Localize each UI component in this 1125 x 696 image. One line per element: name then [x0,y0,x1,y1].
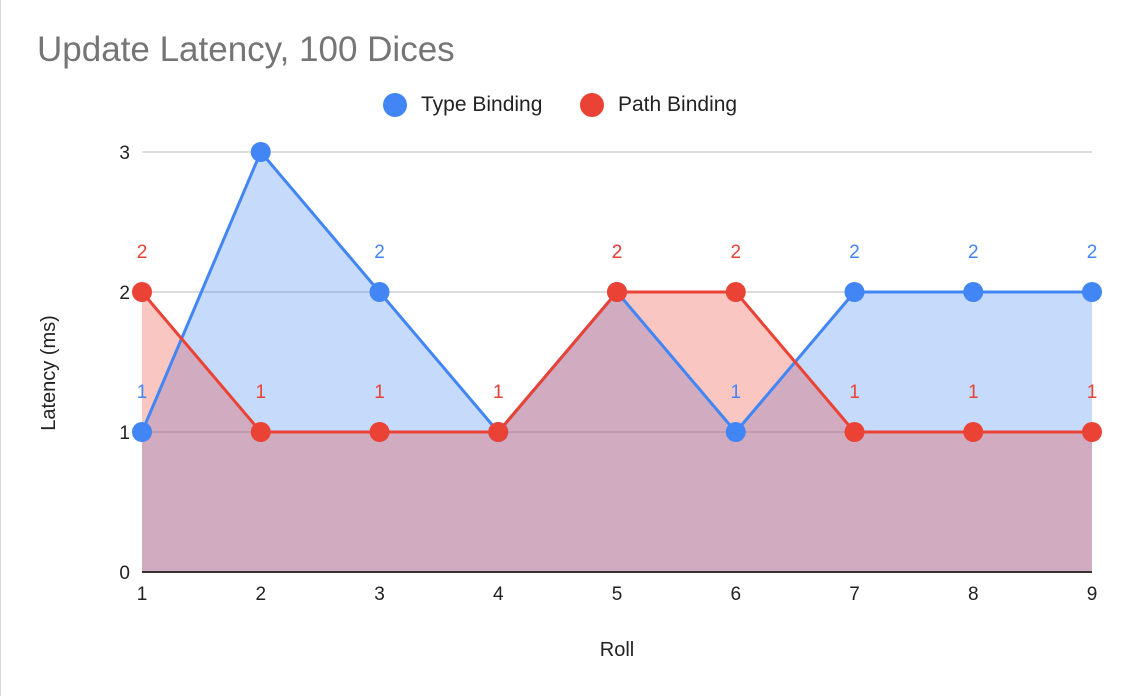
series-areas [142,152,1092,572]
data-point[interactable] [250,142,271,162]
y-tick-label: 0 [119,563,130,584]
data-point[interactable] [607,282,627,302]
data-point[interactable] [725,422,746,442]
chart-title: Update Latency, 100 Dices [37,30,455,69]
data-point[interactable] [369,422,390,442]
data-point[interactable] [844,422,865,442]
x-tick-label: 7 [849,584,860,605]
data-label: 2 [730,242,741,263]
x-tick-label: 6 [730,584,741,605]
data-label: 1 [493,382,504,403]
legend: Type Binding Path Binding [0,90,1125,120]
data-label: 1 [374,382,385,403]
data-label: 2 [612,242,623,263]
data-label: 2 [1087,242,1098,263]
x-tick-label: 3 [374,584,385,605]
x-tick-label: 2 [255,584,266,605]
data-label: 1 [968,382,979,403]
data-point[interactable] [488,422,509,442]
x-tick-label: 8 [968,584,979,605]
series-area-0 [142,152,1092,572]
data-point[interactable] [725,282,746,302]
legend-label-path-binding: Path Binding [618,93,738,116]
x-axis-ticks: 1 2 3 4 5 6 7 8 9 [137,584,1098,605]
legend-marker-type-binding [383,93,407,117]
x-tick-label: 4 [493,584,504,605]
data-point[interactable] [844,282,865,302]
y-axis-label: Latency (ms) [38,315,60,431]
data-point[interactable] [369,282,390,302]
data-point[interactable] [250,422,271,442]
data-label: 1 [255,382,266,403]
y-tick-label: 2 [119,283,130,304]
data-label: 1 [1087,382,1098,403]
x-tick-label: 9 [1087,584,1098,605]
y-tick-label: 3 [119,143,130,164]
data-label: 2 [137,242,148,263]
data-label: 1 [493,382,504,403]
legend-label-type-binding: Type Binding [421,93,543,116]
data-label: 2 [612,242,623,263]
y-axis-ticks: 0 1 2 3 [119,143,130,584]
data-point[interactable] [132,422,152,442]
data-point[interactable] [963,422,984,442]
series-area-1 [142,292,1092,572]
data-label: 1 [137,382,148,403]
data-label: 2 [374,242,385,263]
data-label: 1 [849,382,860,403]
y-tick-label: 1 [119,423,130,444]
data-label: 1 [730,382,741,403]
data-label: 2 [849,242,860,263]
x-tick-label: 1 [137,584,148,605]
x-axis-label: Roll [600,639,634,661]
x-tick-label: 5 [612,584,623,605]
legend-item-type-binding[interactable]: Type Binding [383,90,542,120]
data-point[interactable] [132,282,152,302]
legend-item-path-binding[interactable]: Path Binding [580,90,737,120]
legend-marker-path-binding [580,93,604,117]
data-point[interactable] [1082,422,1102,442]
data-label: 2 [968,242,979,263]
data-point[interactable] [1082,282,1102,302]
data-point[interactable] [963,282,984,302]
series-points [132,142,1102,442]
